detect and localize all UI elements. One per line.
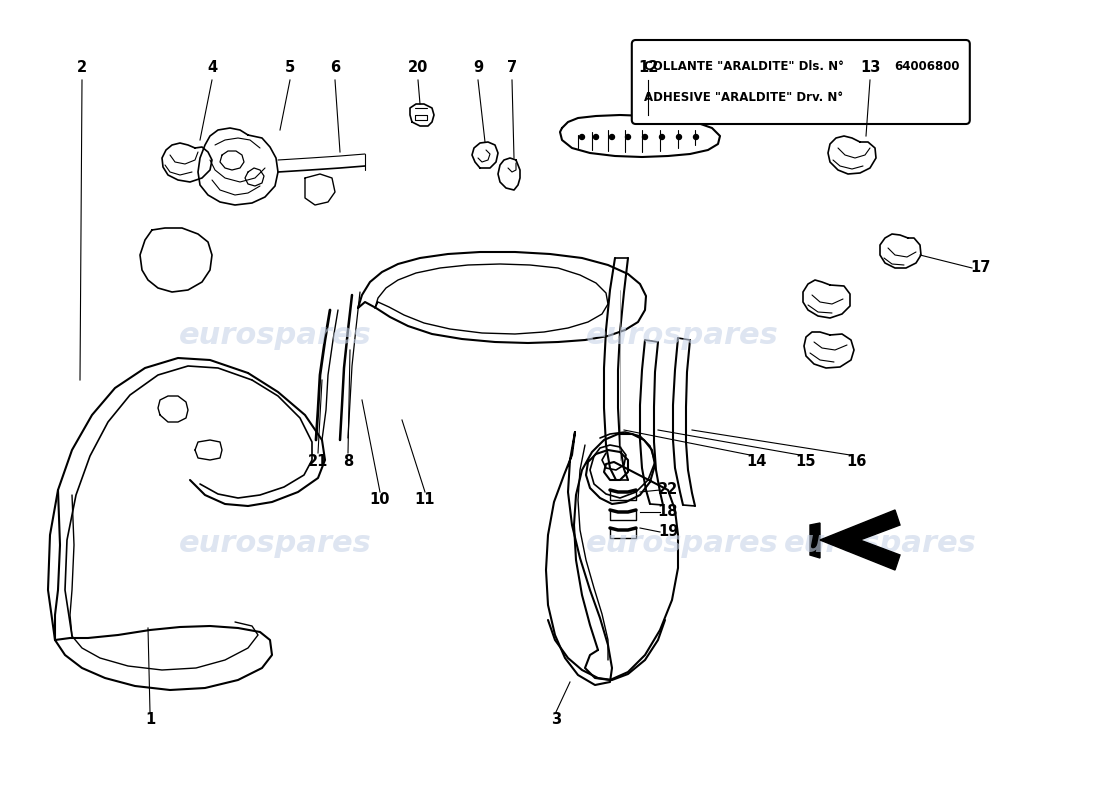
Circle shape (594, 134, 598, 139)
Text: 14: 14 (746, 454, 767, 470)
Text: 19: 19 (658, 525, 679, 539)
Text: ADHESIVE "ARALDITE" Drv. N°: ADHESIVE "ARALDITE" Drv. N° (644, 90, 843, 104)
Text: 22: 22 (658, 482, 678, 498)
Text: 4: 4 (207, 61, 217, 75)
Text: 2: 2 (77, 61, 87, 75)
Polygon shape (820, 510, 900, 570)
Text: 16: 16 (846, 454, 866, 470)
Text: 9: 9 (473, 61, 483, 75)
Text: 13: 13 (860, 61, 880, 75)
Text: 15: 15 (795, 454, 816, 470)
Text: 8: 8 (343, 454, 353, 470)
Circle shape (660, 134, 664, 139)
Text: 18: 18 (658, 505, 679, 519)
Circle shape (626, 134, 630, 139)
Text: 17: 17 (970, 261, 990, 275)
Text: COLLANTE "ARALDITE" Dls. N°: COLLANTE "ARALDITE" Dls. N° (644, 60, 844, 74)
Text: eurospares: eurospares (585, 322, 779, 350)
Text: eurospares: eurospares (585, 530, 779, 558)
Circle shape (693, 134, 698, 139)
Text: 5: 5 (285, 61, 295, 75)
Text: 1: 1 (145, 713, 155, 727)
Circle shape (580, 134, 584, 139)
Text: 3: 3 (551, 713, 561, 727)
FancyBboxPatch shape (631, 40, 970, 124)
Text: 11: 11 (415, 493, 436, 507)
Text: eurospares: eurospares (783, 530, 977, 558)
Text: 12: 12 (638, 61, 658, 75)
Circle shape (609, 134, 615, 139)
Circle shape (676, 134, 682, 139)
Text: 10: 10 (370, 493, 390, 507)
Text: eurospares: eurospares (178, 530, 372, 558)
Text: 64006800: 64006800 (894, 60, 960, 74)
Text: 20: 20 (408, 61, 428, 75)
Text: 6: 6 (330, 61, 340, 75)
Text: 7: 7 (507, 61, 517, 75)
Text: eurospares: eurospares (178, 322, 372, 350)
Polygon shape (810, 523, 820, 558)
Circle shape (642, 134, 648, 139)
Text: 21: 21 (308, 454, 328, 470)
